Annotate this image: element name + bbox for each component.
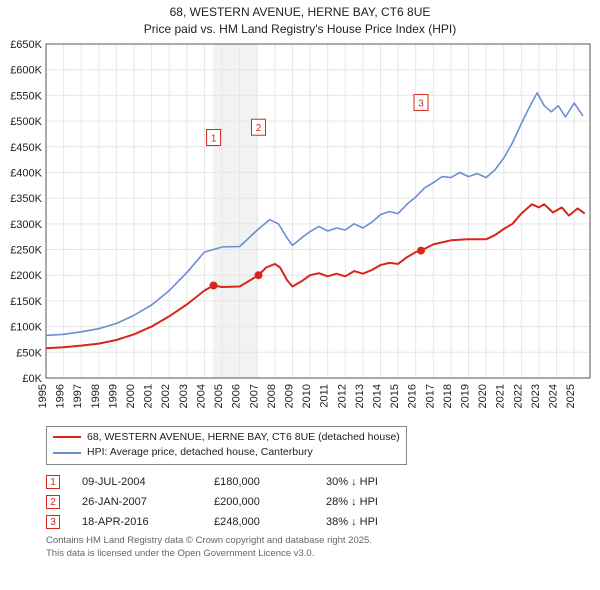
svg-text:2015: 2015 (389, 384, 401, 408)
svg-text:1: 1 (211, 133, 217, 144)
footer-line1: Contains HM Land Registry data © Crown c… (46, 535, 600, 548)
footer: Contains HM Land Registry data © Crown c… (46, 535, 600, 561)
svg-text:2021: 2021 (495, 384, 507, 408)
svg-text:2011: 2011 (319, 384, 331, 408)
event-row: 3 18-APR-2016 £248,000 38% ↓ HPI (46, 515, 600, 529)
svg-text:2008: 2008 (266, 384, 278, 408)
event-marker: 1 (46, 475, 60, 489)
svg-text:1996: 1996 (55, 384, 67, 408)
event-price: £248,000 (214, 516, 304, 528)
svg-text:2022: 2022 (512, 384, 524, 408)
svg-text:2023: 2023 (530, 384, 542, 408)
svg-text:£350K: £350K (10, 193, 42, 205)
svg-text:£250K: £250K (10, 244, 42, 256)
legend-label-hpi: HPI: Average price, detached house, Cant… (87, 445, 313, 461)
svg-text:2017: 2017 (424, 384, 436, 408)
svg-text:3: 3 (418, 98, 424, 109)
svg-text:£500K: £500K (10, 116, 42, 128)
svg-text:1998: 1998 (90, 384, 102, 408)
svg-text:£600K: £600K (10, 64, 42, 76)
event-row: 1 09-JUL-2004 £180,000 30% ↓ HPI (46, 475, 600, 489)
event-date: 26-JAN-2007 (82, 496, 192, 508)
svg-text:£200K: £200K (10, 270, 42, 282)
event-date: 18-APR-2016 (82, 516, 192, 528)
svg-text:1999: 1999 (107, 384, 119, 408)
legend-row-hpi: HPI: Average price, detached house, Cant… (53, 445, 400, 461)
title-line2: Price paid vs. HM Land Registry's House … (0, 21, 600, 38)
event-marker: 2 (46, 495, 60, 509)
svg-text:2004: 2004 (195, 384, 207, 408)
events-table: 1 09-JUL-2004 £180,000 30% ↓ HPI 2 26-JAN-200… (46, 475, 600, 529)
svg-text:2018: 2018 (442, 384, 454, 408)
svg-text:2019: 2019 (460, 384, 472, 408)
svg-text:2002: 2002 (160, 384, 172, 408)
event-date: 09-JUL-2004 (82, 476, 192, 488)
footer-line2: This data is licensed under the Open Gov… (46, 548, 600, 561)
svg-text:2: 2 (256, 123, 262, 134)
svg-text:2003: 2003 (178, 384, 190, 408)
chart-svg: £0K £50K £100K £150K £200K £250K £300K £350K £40… (0, 40, 600, 420)
svg-text:2014: 2014 (371, 384, 383, 408)
legend-row-property: 68, WESTERN AVENUE, HERNE BAY, CT6 8UE (… (53, 430, 400, 446)
svg-text:2009: 2009 (283, 384, 295, 408)
page-root: 68, WESTERN AVENUE, HERNE BAY, CT6 8UE P… (0, 0, 600, 561)
svg-text:2020: 2020 (477, 384, 489, 408)
svg-text:2013: 2013 (354, 384, 366, 408)
svg-text:£100K: £100K (10, 321, 42, 333)
svg-text:£50K: £50K (16, 347, 42, 359)
svg-text:£650K: £650K (10, 40, 42, 51)
svg-text:2006: 2006 (231, 384, 243, 408)
svg-text:2001: 2001 (143, 384, 155, 408)
svg-text:1995: 1995 (37, 384, 49, 408)
event-marker: 3 (46, 515, 60, 529)
svg-text:2024: 2024 (548, 384, 560, 408)
event-comparison: 28% ↓ HPI (326, 496, 436, 508)
svg-text:£550K: £550K (10, 90, 42, 102)
svg-text:2012: 2012 (336, 384, 348, 408)
chart: £0K £50K £100K £150K £200K £250K £300K £350K £40… (0, 40, 600, 420)
legend-swatch-property (53, 436, 81, 438)
chart-title: 68, WESTERN AVENUE, HERNE BAY, CT6 8UE P… (0, 0, 600, 40)
legend: 68, WESTERN AVENUE, HERNE BAY, CT6 8UE (… (46, 426, 407, 466)
event-price: £180,000 (214, 476, 304, 488)
svg-text:2007: 2007 (248, 384, 260, 408)
svg-text:£0K: £0K (22, 373, 42, 385)
svg-text:£150K: £150K (10, 296, 42, 308)
event-price: £200,000 (214, 496, 304, 508)
svg-text:£400K: £400K (10, 167, 42, 179)
svg-text:2016: 2016 (407, 384, 419, 408)
svg-text:2005: 2005 (213, 384, 225, 408)
svg-text:£450K: £450K (10, 141, 42, 153)
svg-text:2000: 2000 (125, 384, 137, 408)
event-comparison: 30% ↓ HPI (326, 476, 436, 488)
svg-text:£300K: £300K (10, 218, 42, 230)
event-comparison: 38% ↓ HPI (326, 516, 436, 528)
svg-text:1997: 1997 (72, 384, 84, 408)
legend-label-property: 68, WESTERN AVENUE, HERNE BAY, CT6 8UE (… (87, 430, 400, 446)
svg-text:2010: 2010 (301, 384, 313, 408)
event-row: 2 26-JAN-2007 £200,000 28% ↓ HPI (46, 495, 600, 509)
title-line1: 68, WESTERN AVENUE, HERNE BAY, CT6 8UE (0, 4, 600, 21)
svg-text:2025: 2025 (565, 384, 577, 408)
legend-swatch-hpi (53, 452, 81, 454)
